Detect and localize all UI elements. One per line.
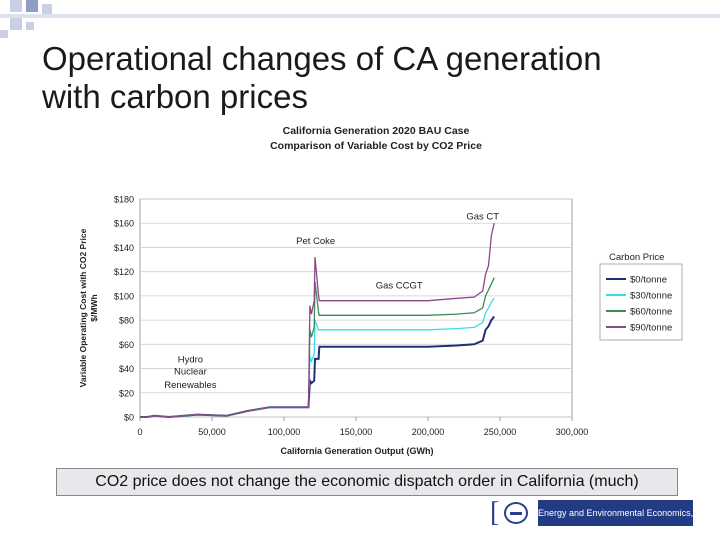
decor-square xyxy=(26,22,34,30)
x-tick-label: 50,000 xyxy=(198,427,226,437)
x-tick-label: 300,000 xyxy=(556,427,589,437)
y-tick-label: $140 xyxy=(114,243,134,253)
legend-entry: $30/tonne xyxy=(630,291,672,302)
slide-title-line-1: Operational changes of CA generation xyxy=(42,40,602,77)
y-tick-label: $120 xyxy=(114,267,134,277)
x-tick-label: 100,000 xyxy=(268,427,301,437)
x-tick-label: 200,000 xyxy=(412,427,445,437)
x-tick-label: 0 xyxy=(137,427,142,437)
x-tick-label: 250,000 xyxy=(484,427,517,437)
x-tick-label: 150,000 xyxy=(340,427,373,437)
series-line xyxy=(140,223,495,418)
chart-title: California Generation 2020 BAU Case xyxy=(283,125,470,137)
y-tick-label: $40 xyxy=(119,364,134,374)
chart: California Generation 2020 BAU Case Comp… xyxy=(78,125,683,456)
slide-title: Operational changes of CA generation wit… xyxy=(42,40,702,116)
slide-title-line-2: with carbon prices xyxy=(42,78,308,115)
annotation-label: Pet Coke xyxy=(296,236,335,247)
annotation-label: Hydro xyxy=(178,355,203,366)
decor-square xyxy=(42,4,52,14)
annotation-label: Renewables xyxy=(164,380,217,391)
legend-entry: $0/tonne xyxy=(630,275,667,286)
company-logo: [ Energy and Environmental Economics, In… xyxy=(490,497,710,528)
y-tick-label: $160 xyxy=(114,219,134,229)
legend-title: Carbon Price xyxy=(609,252,664,263)
y-tick-label: $180 xyxy=(114,195,134,205)
decor-square xyxy=(26,0,38,12)
y-axis-label: Variable Operating Cost with CO2 Price xyxy=(78,228,88,387)
caption-box: CO2 price does not change the economic d… xyxy=(56,468,678,496)
logo-bracket: [ xyxy=(490,497,500,528)
y-tick-label: $20 xyxy=(119,388,134,398)
header-rule xyxy=(0,14,720,18)
annotation-label: Gas CCGT xyxy=(376,281,423,292)
chart-subtitle: Comparison of Variable Cost by CO2 Price xyxy=(270,140,482,152)
decor-square xyxy=(10,18,22,30)
legend-entry: $60/tonne xyxy=(630,307,672,318)
legend-entry: $90/tonne xyxy=(630,323,672,334)
y-tick-label: $60 xyxy=(119,340,134,350)
y-axis-unit: $/MWh xyxy=(89,294,99,321)
y-tick-label: $100 xyxy=(114,291,134,301)
y-tick-label: $80 xyxy=(119,316,134,326)
plot-area xyxy=(139,198,573,418)
annotation-label: Nuclear xyxy=(174,367,207,378)
decor-square xyxy=(0,30,8,38)
decor-square xyxy=(10,0,22,12)
y-tick-label: $0 xyxy=(124,413,134,423)
logo-text: Energy and Environmental Economics, Inc. xyxy=(538,500,710,526)
legend: Carbon Price $0/tonne $30/tonne $60/tonne $… xyxy=(599,252,683,341)
annotation-label: Gas CT xyxy=(466,212,499,223)
x-axis-label: California Generation Output (GWh) xyxy=(281,446,434,456)
logo-mark-icon xyxy=(504,502,528,524)
